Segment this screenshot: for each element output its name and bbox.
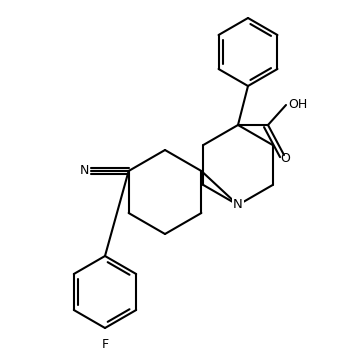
Text: O: O <box>280 152 290 165</box>
Text: N: N <box>79 165 89 178</box>
Text: N: N <box>233 198 243 211</box>
Text: F: F <box>101 338 109 351</box>
Text: OH: OH <box>288 99 307 111</box>
